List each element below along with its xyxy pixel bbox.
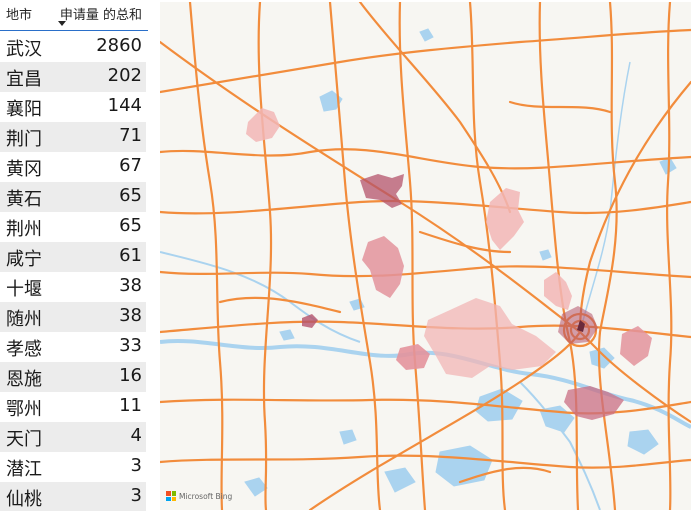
city-name-cell: 天门 — [6, 425, 42, 451]
city-name-cell: 荆门 — [6, 125, 42, 151]
city-name-cell: 十堰 — [6, 275, 42, 301]
table-row[interactable]: 随州 38 — [0, 302, 146, 332]
city-name-cell: 恩施 — [6, 365, 42, 391]
table-row[interactable]: 潜江 3 — [0, 452, 146, 482]
city-name-cell: 黄石 — [6, 185, 42, 211]
application-count-cell: 202 — [108, 65, 142, 86]
table-row[interactable]: 仙桃 3 — [0, 482, 146, 511]
lake — [590, 348, 614, 368]
table-row[interactable]: 孝感 33 — [0, 332, 146, 362]
lake — [540, 250, 551, 260]
region-shiyan — [246, 108, 280, 142]
city-name-cell: 鄂州 — [6, 395, 42, 421]
attribution-text: Microsoft Bing — [179, 492, 232, 501]
city-name-cell: 随州 — [6, 305, 42, 331]
lake — [385, 468, 415, 492]
application-count-cell: 3 — [131, 455, 142, 476]
map-canvas[interactable] — [160, 2, 691, 510]
application-count-cell: 65 — [119, 185, 142, 206]
table-row[interactable]: 荆州 65 — [0, 212, 146, 242]
application-count-cell: 4 — [131, 425, 142, 446]
city-name-cell: 孝感 — [6, 335, 42, 361]
city-name-cell: 黄冈 — [6, 155, 42, 181]
column-header-city[interactable]: 地市 — [6, 4, 32, 23]
city-name-cell: 宜昌 — [6, 65, 42, 91]
application-count-cell: 33 — [119, 335, 142, 356]
city-name-cell: 仙桃 — [6, 485, 42, 511]
column-header-sum[interactable]: 申请量 的总和 — [60, 4, 142, 23]
lake — [420, 29, 433, 41]
application-count-cell: 71 — [119, 125, 142, 146]
region-layer[interactable] — [246, 108, 652, 420]
application-count-cell: 65 — [119, 215, 142, 236]
region-xiangyang — [360, 174, 404, 208]
application-count-cell: 38 — [119, 275, 142, 296]
table-row[interactable]: 十堰 38 — [0, 272, 146, 302]
lake — [628, 430, 658, 454]
city-name-cell: 潜江 — [6, 455, 42, 481]
map-visual[interactable]: Microsoft Bing — [160, 2, 691, 510]
application-count-cell: 11 — [119, 395, 142, 416]
region-xianning — [564, 386, 624, 420]
region-jingmen — [362, 236, 404, 298]
table-row[interactable]: 天门 4 — [0, 422, 146, 452]
table-row[interactable]: 黄石 65 — [0, 182, 146, 212]
table-header: 地市 申请量 的总和 — [0, 0, 148, 31]
region-qianjiang — [396, 344, 430, 370]
city-table: 地市 申请量 的总和 武汉2860宜昌202襄阳144荆门71黄冈67黄石65荆… — [0, 0, 148, 511]
application-count-cell: 2860 — [96, 35, 142, 56]
table-row[interactable]: 襄阳 144 — [0, 92, 146, 122]
table-row[interactable]: 黄冈 67 — [0, 152, 146, 182]
river — [580, 62, 630, 332]
city-name-cell: 武汉 — [6, 35, 42, 61]
region-jingzhou — [424, 298, 556, 378]
region-xiaogan — [544, 272, 572, 310]
table-row[interactable]: 恩施 16 — [0, 362, 146, 392]
city-name-cell: 荆州 — [6, 215, 42, 241]
table-row[interactable]: 武汉 2860 — [0, 32, 146, 62]
application-count-cell: 3 — [131, 485, 142, 506]
table-row[interactable]: 荆门 71 — [0, 122, 146, 152]
table-row[interactable]: 宜昌 202 — [0, 62, 146, 92]
application-count-cell: 67 — [119, 155, 142, 176]
table-row[interactable]: 鄂州 11 — [0, 392, 146, 422]
lake — [245, 478, 267, 496]
application-count-cell: 144 — [108, 95, 142, 116]
city-name-cell: 咸宁 — [6, 245, 42, 271]
table-row[interactable]: 咸宁 61 — [0, 242, 146, 272]
lake — [340, 430, 356, 444]
application-count-cell: 38 — [119, 305, 142, 326]
application-count-cell: 16 — [119, 365, 142, 386]
region-yichang — [302, 314, 318, 328]
bing-attribution: Microsoft Bing — [166, 490, 232, 502]
lake — [280, 330, 294, 340]
city-name-cell: 襄阳 — [6, 95, 42, 121]
application-count-cell: 61 — [119, 245, 142, 266]
region-suizhou — [486, 188, 524, 250]
table-body: 武汉 2860 宜昌 202 襄阳 144 荆门 71 黄冈 67 黄石 65 荆州 65 咸宁 61 十堰 38… — [0, 32, 146, 511]
road-layer — [160, 2, 691, 510]
microsoft-logo-icon — [166, 491, 176, 501]
